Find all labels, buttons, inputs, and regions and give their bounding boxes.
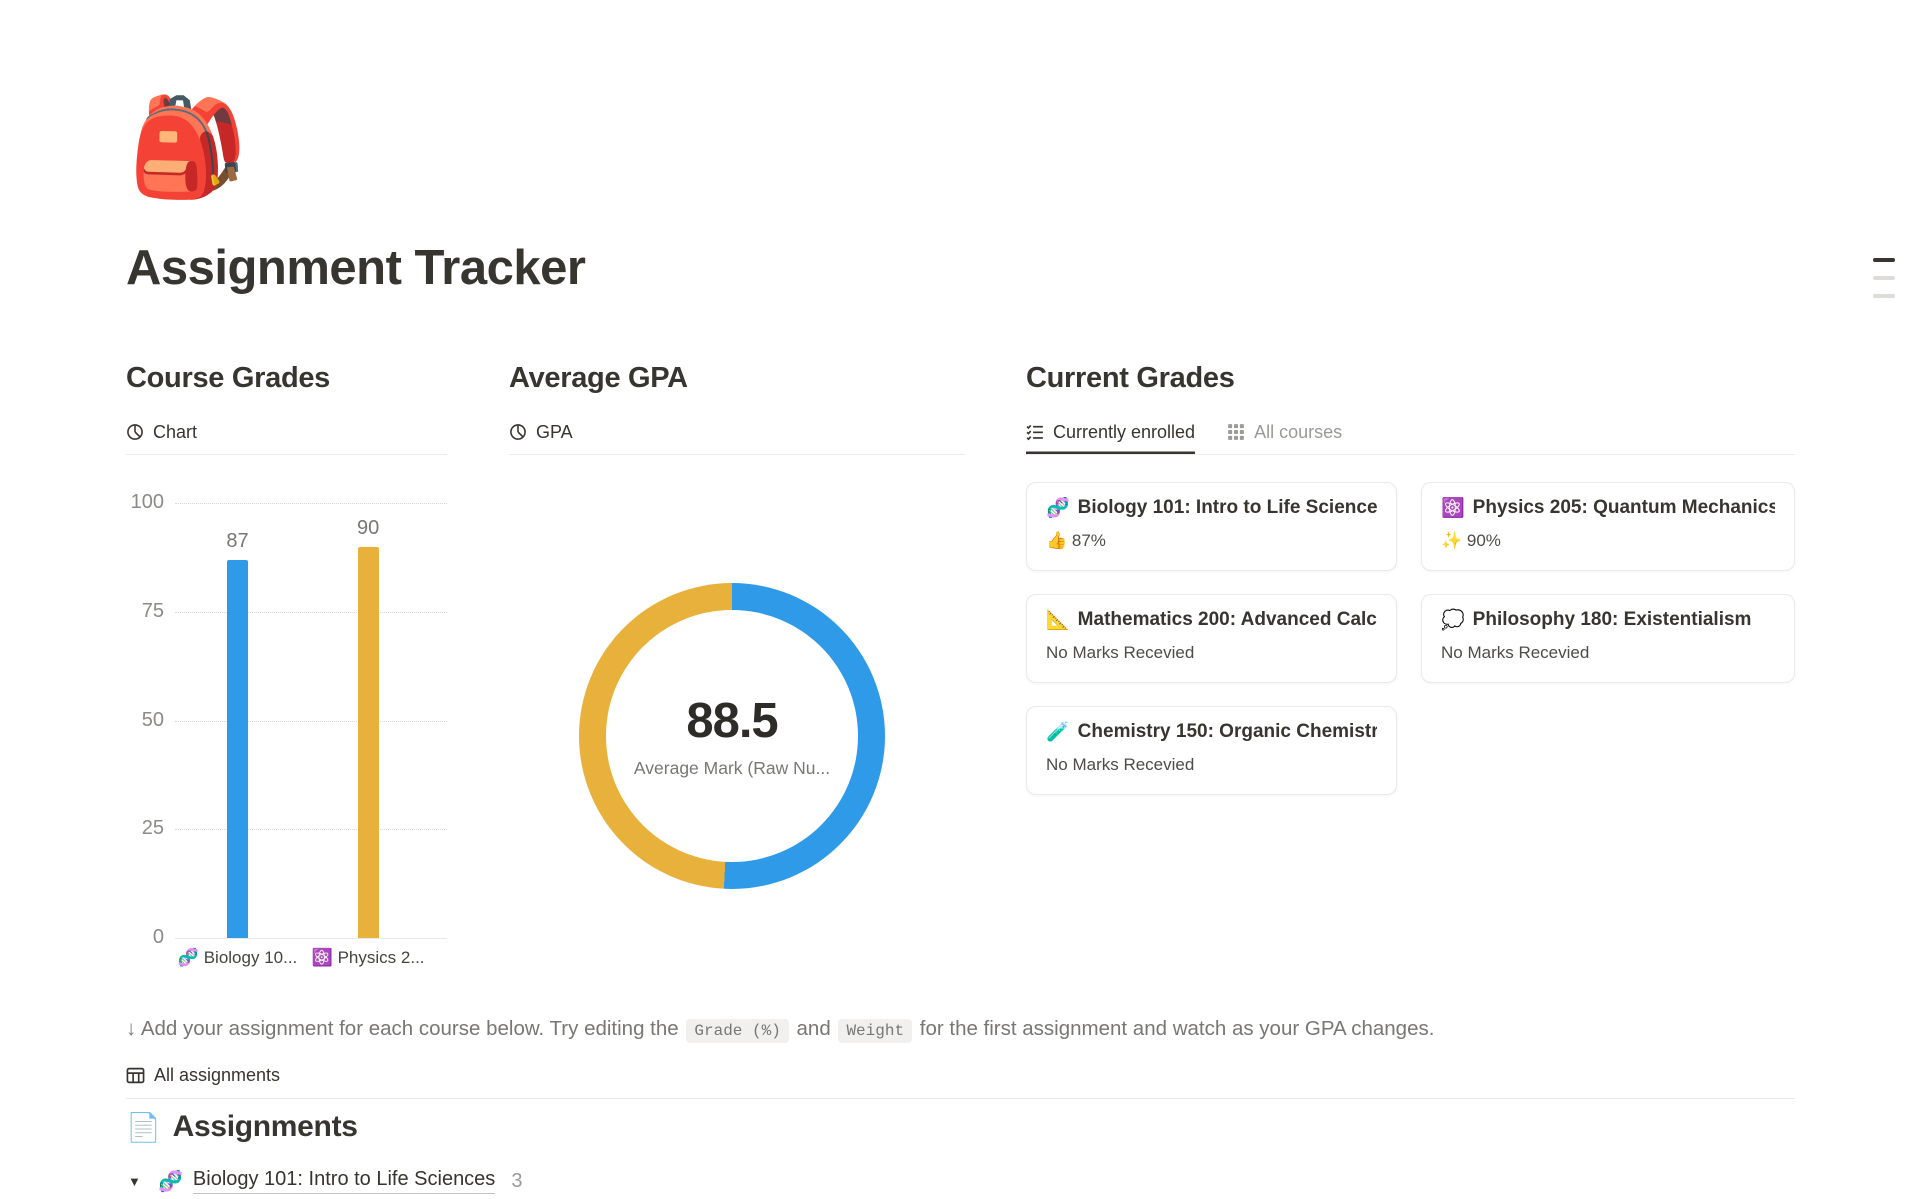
section-divider bbox=[126, 1098, 1795, 1099]
tab-all-courses-label: All courses bbox=[1254, 421, 1343, 442]
course-card-title: 📐 Mathematics 200: Advanced Calculus bbox=[1046, 608, 1377, 632]
course-card[interactable]: 🧪 Chemistry 150: Organic Chemistry No Mark… bbox=[1026, 706, 1397, 795]
average-gpa-section: Average GPA GPA 88.5 Average Mark (Raw N… bbox=[509, 362, 965, 1002]
course-cards-grid: 🧬 Biology 101: Intro to Life Sciences 👍 87… bbox=[1026, 482, 1795, 795]
bar-1[interactable] bbox=[227, 559, 249, 938]
course-grades-heading: Course Grades bbox=[126, 362, 331, 394]
page-emoji-icon: 📄 bbox=[126, 1111, 161, 1143]
x-axis-category-label: ⚛️ Physics 2... bbox=[311, 948, 425, 967]
tab-chart-label: Chart bbox=[153, 421, 198, 442]
grid-icon bbox=[1227, 423, 1245, 441]
tab-currently-enrolled[interactable]: Currently enrolled bbox=[1026, 410, 1195, 454]
course-grades-tabbar: Chart bbox=[126, 410, 447, 455]
note-text: for the first assignment and watch as yo… bbox=[919, 1017, 1435, 1040]
bar-value-label: 90 bbox=[356, 516, 380, 539]
course-emoji-icon: 📐 bbox=[1046, 610, 1070, 631]
weight-code-chip: Weight bbox=[838, 1019, 913, 1043]
course-card-title-text: Philosophy 180: Existentialism bbox=[1472, 609, 1752, 630]
pie-chart-icon bbox=[126, 423, 144, 441]
course-card-mark: No Marks Recevied bbox=[1046, 643, 1195, 662]
assignment-group-row: ▼ 🧬 Biology 101: Intro to Life Sciences … bbox=[128, 1168, 522, 1194]
bar-2[interactable] bbox=[357, 546, 379, 938]
course-card-mark: No Marks Recevied bbox=[1441, 643, 1590, 662]
checklist-icon bbox=[1026, 423, 1044, 441]
course-grades-section: Course Grades Chart 0 25 50 75 100 87 🧬 Biolog… bbox=[126, 362, 447, 1002]
tab-gpa[interactable]: GPA bbox=[509, 410, 573, 454]
course-emoji-icon: ⚛️ bbox=[1441, 498, 1465, 519]
average-gpa-heading: Average GPA bbox=[509, 362, 688, 394]
gridline-25 bbox=[175, 829, 447, 831]
course-card-title-text: Biology 101: Intro to Life Sciences bbox=[1077, 497, 1377, 518]
course-card-title: 💭 Philosophy 180: Existentialism bbox=[1441, 608, 1775, 632]
tab-all-assignments-label: All assignments bbox=[154, 1064, 281, 1085]
tab-currently-enrolled-label: Currently enrolled bbox=[1053, 421, 1196, 442]
course-emoji-icon: 🧬 bbox=[1046, 498, 1070, 519]
assignment-group-link[interactable]: Biology 101: Intro to Life Sciences bbox=[192, 1168, 496, 1194]
course-card-title-text: Chemistry 150: Organic Chemistry bbox=[1077, 721, 1377, 742]
gpa-donut-chart: 88.5 Average Mark (Raw Nu... bbox=[579, 583, 885, 889]
course-card-title: 🧬 Biology 101: Intro to Life Sciences bbox=[1046, 496, 1377, 520]
gridline-0 bbox=[175, 938, 447, 939]
page-icon-backpack-emoji[interactable]: 🎒 bbox=[128, 94, 248, 201]
course-emoji-icon: 💭 bbox=[1441, 610, 1465, 631]
table-of-contents-indicator[interactable] bbox=[1873, 258, 1895, 312]
instruction-note: ↓ Add your assignment for each course be… bbox=[126, 1014, 1626, 1046]
course-card[interactable]: 📐 Mathematics 200: Advanced Calculus No Ma… bbox=[1026, 594, 1397, 683]
current-grades-tabbar: Currently enrolled All courses bbox=[1026, 410, 1795, 455]
course-emoji-icon: 🧪 bbox=[1046, 722, 1070, 743]
x-axis-category-label: 🧬 Biology 10... bbox=[177, 948, 298, 967]
toggle-caret-icon[interactable]: ▼ bbox=[128, 1173, 141, 1189]
current-grades-heading: Current Grades bbox=[1026, 362, 1235, 394]
pie-chart-icon bbox=[509, 423, 527, 441]
tab-gpa-label: GPA bbox=[536, 421, 573, 442]
average-gpa-tabbar: GPA bbox=[509, 410, 965, 455]
toc-line[interactable] bbox=[1873, 276, 1895, 280]
dna-emoji-icon: 🧬 bbox=[158, 1170, 183, 1193]
y-axis-tick-label: 100 bbox=[130, 491, 164, 513]
course-card-title-text: Physics 205: Quantum Mechanics bbox=[1472, 497, 1775, 518]
assignment-group-count: 3 bbox=[511, 1169, 523, 1192]
tab-chart[interactable]: Chart bbox=[126, 410, 197, 454]
y-axis-tick-label: 0 bbox=[152, 926, 164, 948]
note-text: Add your assignment for each course belo… bbox=[140, 1017, 679, 1040]
bar-chart-plot: 0 25 50 75 100 87 🧬 Biology 10... 90 ⚛️ Physics … bbox=[131, 491, 447, 967]
gpa-donut-label: Average Mark (Raw Nu... bbox=[633, 758, 831, 778]
down-arrow-icon: ↓ bbox=[126, 1017, 137, 1040]
note-text: and bbox=[796, 1017, 831, 1040]
y-axis-tick-label: 75 bbox=[141, 599, 164, 622]
current-grades-section: Current Grades Currently enrolled bbox=[1026, 362, 1795, 1002]
grade-code-chip: Grade (%) bbox=[686, 1019, 789, 1043]
course-card[interactable]: 🧬 Biology 101: Intro to Life Sciences 👍 87… bbox=[1026, 482, 1397, 571]
course-card[interactable]: ⚛️ Physics 205: Quantum Mechanics ✨ 90% bbox=[1421, 482, 1795, 571]
gpa-donut-value: 88.5 bbox=[686, 694, 778, 748]
toc-line[interactable] bbox=[1873, 294, 1895, 298]
gridline-50 bbox=[175, 720, 447, 722]
page-title: Assignment Tracker bbox=[126, 241, 586, 295]
course-card-title: 🧪 Chemistry 150: Organic Chemistry bbox=[1046, 720, 1377, 744]
course-card-mark: 👍 87% bbox=[1046, 531, 1106, 550]
gpa-donut-center: 88.5 Average Mark (Raw Nu... bbox=[606, 610, 858, 862]
gridline-100 bbox=[175, 503, 447, 504]
course-card-title-text: Mathematics 200: Advanced Calculus bbox=[1077, 609, 1377, 630]
bar-value-label: 87 bbox=[226, 529, 249, 552]
toc-line[interactable] bbox=[1873, 258, 1895, 262]
tab-all-courses[interactable]: All courses bbox=[1227, 410, 1342, 454]
assignments-heading: 📄 Assignments bbox=[126, 1110, 358, 1144]
course-card[interactable]: 💭 Philosophy 180: Existentialism No Marks … bbox=[1421, 594, 1795, 683]
gridline-75 bbox=[175, 611, 447, 613]
course-card-title: ⚛️ Physics 205: Quantum Mechanics bbox=[1441, 496, 1775, 520]
table-icon bbox=[126, 1066, 145, 1085]
course-card-mark: No Marks Recevied bbox=[1046, 755, 1195, 774]
course-card-mark: ✨ 90% bbox=[1441, 531, 1501, 550]
assignments-heading-label: Assignments bbox=[172, 1110, 358, 1143]
tab-all-assignments[interactable]: All assignments bbox=[126, 1058, 280, 1092]
y-axis-tick-label: 50 bbox=[141, 708, 164, 731]
y-axis-tick-label: 25 bbox=[141, 817, 164, 840]
